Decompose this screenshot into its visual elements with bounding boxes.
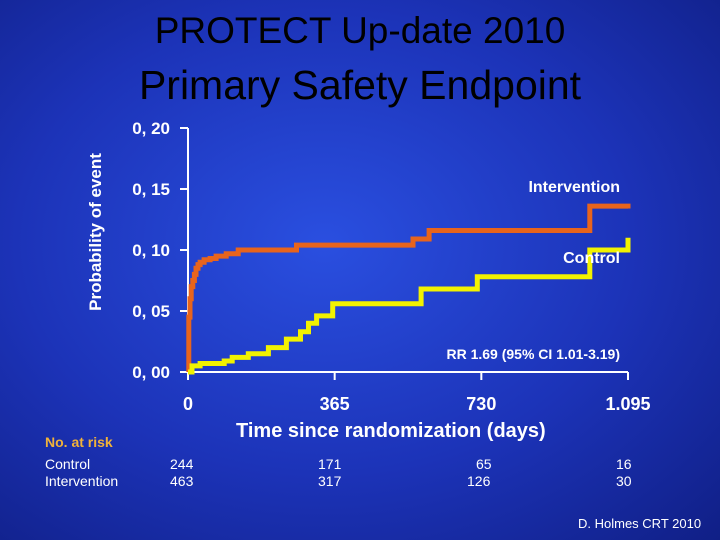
risk-intervention-3: 30 — [616, 473, 632, 489]
y-axis-label: Probability of event — [86, 153, 105, 311]
y-tick-label-2: 0, 10 — [132, 241, 170, 260]
x-axis-label: Time since randomization (days) — [236, 420, 546, 442]
x-tick-label-3: 1.095 — [605, 394, 650, 414]
chart-title-line1: PROTECT Up-date 2010 — [154, 10, 566, 51]
risk-intervention-2: 126 — [467, 473, 491, 489]
risk-control-0: 244 — [170, 456, 194, 472]
chart-title-line2: Primary Safety Endpoint — [138, 62, 582, 108]
x-tick-label-0: 0 — [183, 394, 193, 414]
x-tick-label-2: 730 — [466, 394, 496, 414]
x-tick-label-1: 365 — [320, 394, 350, 414]
y-tick-label-4: 0, 20 — [132, 119, 170, 138]
risk-control-3: 16 — [616, 456, 632, 472]
intervention-label: Intervention — [528, 179, 620, 196]
control-label: Control — [563, 250, 620, 267]
risk-intervention-0: 463 — [170, 473, 194, 489]
series-line-intervention — [186, 203, 631, 375]
rr-annotation: RR 1.69 (95% CI 1.01-3.19) — [446, 346, 620, 362]
risk-control-2: 65 — [476, 456, 492, 472]
y-tick-label-3: 0, 15 — [132, 180, 170, 199]
risk-table-title: No. at risk — [45, 434, 113, 450]
credit-text: D. Holmes CRT 2010 — [578, 516, 702, 531]
risk-table-intervention-label: Intervention — [45, 473, 119, 489]
y-tick-label-1: 0, 05 — [132, 302, 170, 321]
risk-table-control-label: Control — [45, 456, 91, 472]
series-line-control — [188, 237, 631, 375]
y-tick-label-0: 0, 00 — [132, 363, 170, 382]
risk-intervention-1: 317 — [318, 473, 342, 489]
risk-control-1: 171 — [318, 456, 342, 472]
